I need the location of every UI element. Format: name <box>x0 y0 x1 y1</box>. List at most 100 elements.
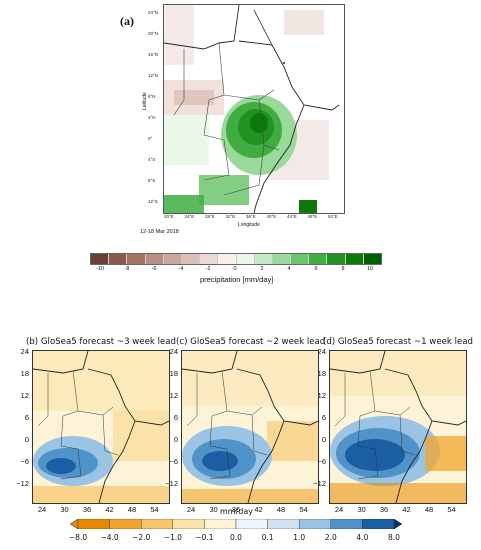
x-tick-label: 24 <box>334 505 344 514</box>
y-tick-label: 0 <box>321 435 326 444</box>
panel-a-longitude-label: Longitude <box>238 222 260 228</box>
colorbar-swatch <box>272 254 292 264</box>
x-tick-label: 36 <box>82 505 92 514</box>
colorbar-swatch <box>236 254 255 264</box>
y-tick-label: 12 <box>169 391 178 400</box>
x-tick-label: 30 <box>357 505 366 514</box>
x-tick-label: 48 <box>424 505 434 514</box>
forecast-map-c <box>182 351 318 503</box>
colorbar-tick: 8 <box>341 266 345 272</box>
colorbar-swatch <box>204 519 237 529</box>
observed-precip-map <box>164 5 340 213</box>
x-tick-label: 30 <box>60 505 69 514</box>
y-tick-label: 12 <box>317 391 326 400</box>
colorbar-swatch <box>77 519 110 529</box>
panel-c-title: (c) GloSea5 forecast ~2 week lead <box>176 337 326 347</box>
y-tick-label: −6 <box>20 457 29 466</box>
panel-a-lon-tick: 36°E <box>246 214 256 219</box>
y-tick-label: −12 <box>313 479 326 488</box>
colorbar-tick: 0.1 <box>261 533 274 542</box>
panel-bcd-colorbar-title: mm/day <box>220 507 253 516</box>
y-tick-label: 6 <box>173 413 178 422</box>
colorbar-tick: -2 <box>205 266 211 272</box>
panel-a-lat-tick: 12°N <box>148 73 159 78</box>
panel-a-lon-tick: 40°E <box>266 214 277 219</box>
panel-a-lon-tick: 44°E <box>287 214 297 219</box>
panel-a-lat-tick: 8°S <box>148 178 156 183</box>
colorbar-tick: 8.0 <box>388 533 400 542</box>
colorbar-tick: 4.0 <box>356 533 369 542</box>
colorbar-swatch <box>145 254 164 264</box>
colorbar-swatch <box>172 519 205 529</box>
colorbar-swatch <box>254 254 273 264</box>
colorbar-swatch <box>91 254 110 264</box>
colorbar-swatch <box>363 254 381 264</box>
x-tick-label: 30 <box>209 505 218 514</box>
x-tick-label: 54 <box>299 505 308 514</box>
colorbar-tick: 1.0 <box>293 533 306 542</box>
colorbar-tick: 2.0 <box>324 533 337 542</box>
colorbar-swatch <box>362 519 395 529</box>
panel-a-colorbar <box>90 253 382 265</box>
panel-a-lat-tick: 0° <box>148 136 153 141</box>
colorbar-tick: -6 <box>151 266 157 272</box>
panel-a-colorbar-ticks: -10 -8 -6 -4 -2 0 2 4 6 8 10 <box>90 266 380 276</box>
colorbar-swatch <box>163 254 182 264</box>
panel-a-lon-tick: 52°E <box>328 214 338 219</box>
colorbar-swatch <box>345 254 364 264</box>
panel-a-lat-tick: 16°N <box>148 52 159 57</box>
colorbar-swatch <box>127 254 146 264</box>
colorbar-swatch <box>267 519 300 529</box>
x-tick-label: 42 <box>105 505 114 514</box>
y-tick-label: 24 <box>317 347 326 356</box>
y-tick-label: 18 <box>169 369 178 378</box>
panel-a-lat-tick: 4°S <box>148 157 156 162</box>
panel-a-lat-tick: 24°N <box>148 10 159 15</box>
panel-a-lon-tick: 32°E <box>225 214 236 219</box>
x-tick-label: 42 <box>254 505 263 514</box>
colorbar-swatch <box>327 254 346 264</box>
x-tick-label: 36 <box>379 505 389 514</box>
colorbar-tick: 2 <box>260 266 264 272</box>
y-tick-label: 18 <box>20 369 29 378</box>
colorbar-swatch <box>291 254 310 264</box>
colorbar-tick: 4 <box>287 266 291 272</box>
panel-a-lon-tick: 20°E <box>164 214 174 219</box>
colorbar-tick: −0.1 <box>195 533 214 542</box>
colorbar-swatch <box>330 519 363 529</box>
x-tick-label: 54 <box>150 505 159 514</box>
panel-d-title: (d) GloSea5 forecast ~1 week lead <box>323 337 473 347</box>
colorbar-max-extension <box>393 519 402 529</box>
y-tick-label: 0 <box>24 435 29 444</box>
colorbar-min-extension <box>70 519 79 529</box>
panel-a-map <box>163 4 345 214</box>
y-tick-label: 6 <box>321 413 326 422</box>
colorbar-tick: -10 <box>96 266 104 272</box>
y-tick-label: −12 <box>16 479 29 488</box>
y-tick-label: 6 <box>24 413 29 422</box>
colorbar-tick: −2.0 <box>132 533 151 542</box>
panel-a-lat-tick: 4°N <box>148 115 156 120</box>
panel-a-lat-tick: 8°N <box>148 94 156 99</box>
x-tick-label: 36 <box>231 505 241 514</box>
colorbar-tick: -8 <box>124 266 130 272</box>
panel-c-map <box>181 350 319 504</box>
panel-a-lon-tick: 48°E <box>307 214 318 219</box>
colorbar-tick: 10 <box>366 266 374 272</box>
y-tick-label: 24 <box>169 347 178 356</box>
colorbar-tick: 6 <box>314 266 318 272</box>
colorbar-tick: -4 <box>178 266 184 272</box>
panel-b-map <box>32 350 170 504</box>
x-tick-label: 48 <box>127 505 137 514</box>
forecast-map-d <box>330 351 466 503</box>
x-tick-label: 42 <box>402 505 411 514</box>
panel-a-lon-tick: 28°E <box>205 214 215 219</box>
colorbar-swatch <box>200 254 219 264</box>
panel-a-lat-tick: 20°N <box>148 31 159 36</box>
colorbar-swatch <box>181 254 201 264</box>
colorbar-swatch <box>109 254 128 264</box>
colorbar-tick: −4.0 <box>100 533 119 542</box>
panel-bcd-colorbar <box>70 519 402 529</box>
x-tick-label: 24 <box>186 505 196 514</box>
panel-a-date: 12-18 Mar 2018 <box>140 229 179 235</box>
